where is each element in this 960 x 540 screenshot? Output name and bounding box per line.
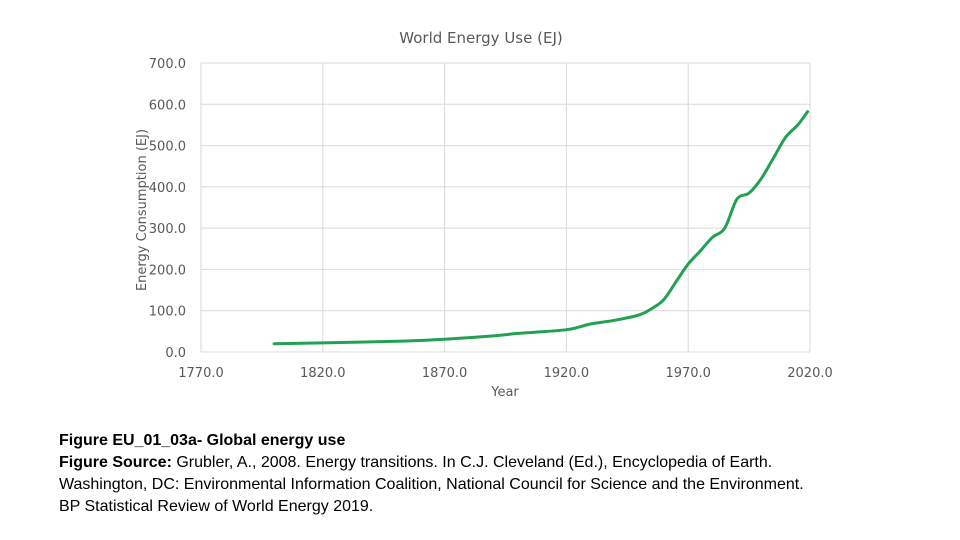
x-axis-label: Year: [490, 385, 519, 400]
y-tick-label: 100.0: [149, 305, 186, 320]
chart-title: World Energy Use (EJ): [399, 29, 562, 47]
y-gridlines: [201, 62, 810, 353]
series-layer: [272, 110, 810, 346]
x-gridlines: [200, 63, 811, 352]
x-tick-label: 1770.0: [178, 366, 224, 381]
x-tick-label: 1820.0: [300, 366, 346, 381]
y-tick-label: 600.0: [149, 98, 186, 113]
y-tick-label: 200.0: [149, 263, 186, 278]
x-tick-label: 1870.0: [422, 366, 468, 381]
x-tick-label: 1920.0: [544, 366, 590, 381]
x-tick-label: 2020.0: [787, 366, 833, 381]
y-tick-label: 500.0: [149, 140, 186, 155]
figure-source-line-3: BP Statistical Review of World Energy 20…: [59, 498, 374, 515]
y-tick-label: 400.0: [149, 181, 186, 196]
figure-source-line: Figure Source: Grubler, A., 2008. Energy…: [59, 452, 939, 474]
figure-source-label: Figure Source:: [59, 454, 172, 471]
figure-source-text: Grubler, A., 2008. Energy transitions. I…: [171, 454, 773, 471]
y-tick-labels: 0.0 100.0 200.0 300.0 400.0 500.0 600.0 700.0: [149, 57, 186, 361]
series-line: [272, 110, 810, 346]
figure-label-line: Figure EU_01_03a- Global energy use: [59, 430, 939, 452]
y-tick-label: 0.0: [165, 346, 186, 361]
y-tick-label: 700.0: [149, 57, 186, 72]
chart: World Energy Use (EJ) 0.0 100.0 200.0 300.0…: [135, 29, 833, 400]
y-axis-label: Energy Consumption (EJ): [135, 129, 150, 291]
figure-source-line-2: Washington, DC: Environmental Informatio…: [59, 476, 804, 493]
x-tick-label: 1970.0: [665, 366, 711, 381]
figure-label: Figure EU_01_03a- Global energy use: [59, 432, 346, 449]
y-tick-label: 300.0: [149, 222, 186, 237]
figure-caption: Figure EU_01_03a- Global energy use Figu…: [59, 430, 939, 518]
x-tick-labels: 1770.0 1820.0 1870.0 1920.0 1970.0 2020.0: [178, 366, 833, 381]
